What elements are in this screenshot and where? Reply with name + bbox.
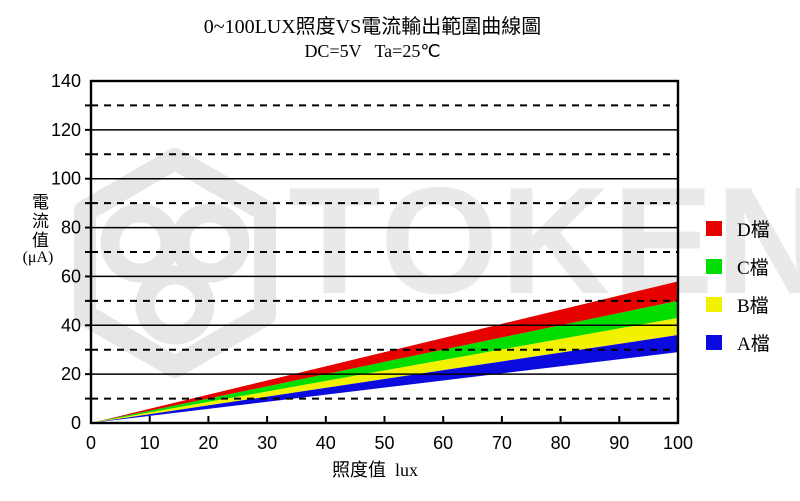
- legend: D檔 C檔 B檔 A檔: [706, 220, 770, 373]
- x-tick-label: 0: [86, 433, 96, 453]
- y-tick-label: 120: [51, 120, 81, 140]
- legend-label: D檔: [737, 220, 770, 241]
- x-tick-label: 90: [609, 433, 629, 453]
- legend-item-0: D檔: [706, 220, 770, 241]
- chart-subtitle: DC=5V Ta=25℃: [304, 41, 441, 61]
- x-tick-label: 100: [663, 433, 693, 453]
- legend-item-3: A檔: [706, 334, 770, 355]
- legend-swatch-icon: [706, 259, 722, 274]
- y-tick-label: 20: [61, 364, 81, 384]
- x-tick-label: 70: [492, 433, 512, 453]
- x-tick-label: 80: [551, 433, 571, 453]
- series-band-0: [91, 281, 678, 423]
- legend-label: C檔: [737, 258, 769, 279]
- series-band-3: [91, 335, 678, 423]
- y-axis-unit: (μA): [22, 249, 54, 266]
- y-tick-label: 0: [71, 413, 81, 433]
- x-tick-label: 50: [374, 433, 394, 453]
- legend-label: B檔: [737, 296, 769, 317]
- y-tick-label: 140: [51, 71, 81, 91]
- token-hexagon-logo-icon: [74, 148, 276, 378]
- y-tick-label: 100: [51, 169, 81, 189]
- chart-title: 0~100LUX照度VS電流輸出範圍曲線圖: [203, 16, 542, 38]
- y-tick-label: 80: [61, 218, 81, 238]
- y-tick-label: 40: [61, 315, 81, 335]
- x-tick-label: 30: [257, 433, 277, 453]
- x-tick-label: 10: [140, 433, 160, 453]
- legend-label: A檔: [737, 334, 770, 355]
- series-band-2: [91, 317, 678, 423]
- legend-swatch-icon: [706, 297, 722, 312]
- x-axis-label: 照度值 lux: [331, 460, 418, 480]
- watermark-text: TOKEN: [288, 156, 800, 326]
- legend-swatch-icon: [706, 335, 722, 350]
- legend-swatch-icon: [706, 221, 722, 236]
- x-tick-label: 40: [316, 433, 336, 453]
- x-tick-label: 60: [433, 433, 453, 453]
- y-tick-label: 60: [61, 266, 81, 286]
- legend-item-1: C檔: [706, 258, 770, 279]
- y-axis-label: 電流值: [29, 193, 48, 250]
- legend-item-2: B檔: [706, 296, 770, 317]
- x-tick-label: 20: [198, 433, 218, 453]
- series-band-1: [91, 300, 678, 423]
